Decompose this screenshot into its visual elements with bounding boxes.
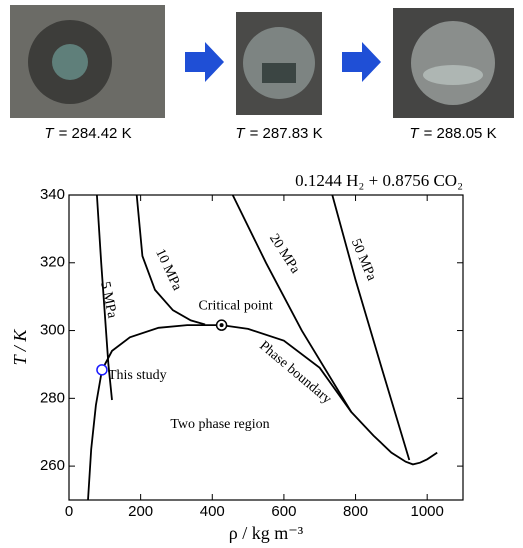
x-axis-label: ρ / kg m⁻³ — [229, 523, 304, 543]
y-axis-label: T / K — [10, 329, 30, 366]
data-point-center — [219, 323, 224, 328]
y-tick-label: 260 — [40, 457, 65, 474]
photos — [10, 5, 514, 118]
curve — [231, 194, 352, 413]
curve — [135, 194, 206, 326]
photo-detail — [423, 65, 483, 85]
arrow — [342, 42, 381, 82]
y-tick-label: 340 — [40, 186, 65, 203]
caption-value: = 284.42 K — [59, 125, 132, 142]
annotation: Two phase region — [170, 417, 269, 432]
arrow — [185, 42, 224, 82]
point-label: This study — [108, 368, 167, 383]
caption-value: = 287.83 K — [250, 125, 323, 142]
caption-symbol: T — [44, 125, 55, 142]
photo-detail — [411, 21, 495, 105]
curve-label: 20 MPa — [266, 231, 303, 277]
photo-caption: T = 284.42 K — [44, 125, 131, 142]
x-tick-label: 800 — [343, 503, 368, 520]
chart-title: 0.1244 H₂ + 0.8756 CO₂ — [295, 171, 463, 190]
x-tick-label: 200 — [128, 503, 153, 520]
photo-detail — [52, 44, 88, 80]
photo-caption: T = 288.05 K — [409, 125, 496, 142]
caption-symbol: T — [235, 125, 246, 142]
x-tick-label: 400 — [200, 503, 225, 520]
data-point — [96, 364, 108, 376]
photo-caption: T = 287.83 K — [235, 125, 322, 142]
point-label: Critical point — [198, 298, 272, 313]
curve — [96, 194, 113, 401]
caption-value: = 288.05 K — [424, 125, 497, 142]
x-tick-label: 0 — [65, 503, 73, 520]
caption-symbol: T — [409, 125, 420, 142]
curve — [331, 194, 411, 461]
x-tick-label: 600 — [271, 503, 296, 520]
curve-label: 5 MPa — [97, 280, 120, 320]
y-tick-label: 300 — [40, 322, 65, 339]
curve-label: 50 MPa — [348, 237, 379, 284]
plot-frame — [68, 194, 464, 501]
y-tick-label: 280 — [40, 389, 65, 406]
photo-detail — [262, 63, 296, 83]
x-tick-label: 1000 — [410, 503, 443, 520]
y-tick-label: 320 — [40, 254, 65, 271]
curve-label: 10 MPa — [152, 247, 185, 294]
